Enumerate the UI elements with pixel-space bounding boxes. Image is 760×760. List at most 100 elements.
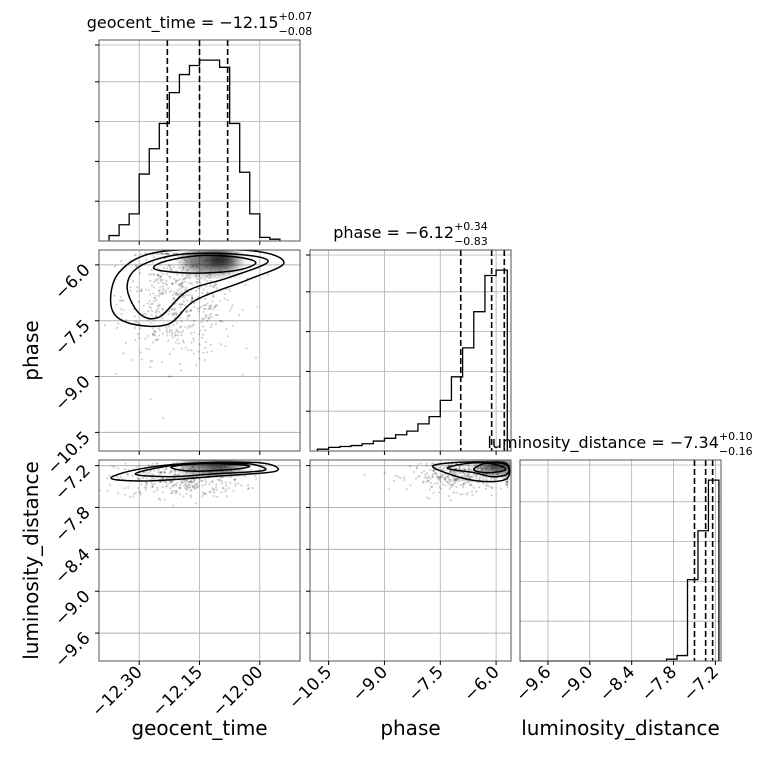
scatter-point	[443, 478, 446, 481]
scatter-point	[426, 477, 429, 480]
scatter-point	[392, 479, 395, 482]
scatter-point	[465, 475, 468, 478]
scatter-point	[460, 471, 464, 474]
scatter-point	[412, 471, 415, 474]
scatter-point	[181, 303, 184, 306]
scatter-point	[175, 330, 179, 333]
scatter-point	[146, 335, 150, 338]
scatter-point	[171, 480, 174, 484]
scatter-point	[145, 486, 148, 489]
scatter-point	[173, 312, 176, 315]
scatter-point	[433, 482, 436, 485]
scatter-point	[165, 252, 168, 255]
scatter-point	[195, 483, 199, 486]
scatter-point	[206, 351, 209, 354]
scatter-point	[167, 312, 170, 316]
scatter-point	[458, 466, 461, 469]
scatter-point	[178, 284, 181, 287]
scatter-point	[208, 490, 211, 493]
scatter-point	[211, 487, 214, 490]
scatter-point	[182, 278, 185, 281]
scatter-point	[146, 302, 149, 305]
scatter-point	[195, 275, 198, 278]
scatter-point	[472, 486, 475, 489]
scatter-point	[153, 299, 156, 303]
scatter-point	[159, 275, 162, 279]
scatter-point	[205, 280, 209, 283]
scatter-point	[190, 488, 193, 491]
scatter-point	[182, 277, 185, 281]
scatter-point	[147, 310, 150, 313]
tick-label-luminosity_distance: −8.4	[51, 545, 94, 588]
scatter-point	[203, 307, 206, 310]
scatter-point	[153, 482, 156, 485]
scatter-point	[174, 483, 177, 486]
scatter-point	[456, 478, 459, 481]
scatter-point	[185, 269, 188, 272]
scatter-point	[209, 326, 212, 329]
scatter-point	[209, 274, 212, 277]
scatter-point	[162, 290, 165, 293]
scatter-point	[449, 478, 452, 481]
scatter-point	[222, 272, 225, 275]
scatter-point	[159, 286, 162, 289]
scatter-point	[163, 471, 166, 474]
scatter-point	[201, 317, 204, 320]
tick-label-luminosity_distance: −7.8	[638, 662, 681, 705]
scatter-point	[117, 322, 120, 325]
scatter-point	[196, 482, 199, 485]
scatter-point	[191, 324, 194, 327]
scatter-point	[199, 306, 202, 309]
scatter-point	[469, 483, 472, 486]
scatter-point	[506, 485, 509, 488]
scatter-point	[475, 490, 478, 493]
scatter-point	[189, 309, 192, 312]
scatter-point	[446, 464, 449, 467]
scatter-point	[416, 462, 420, 466]
scatter-point	[229, 481, 232, 484]
title-upper-error: +0.10	[719, 430, 753, 443]
scatter-point	[153, 469, 156, 472]
scatter-point	[175, 291, 178, 294]
scatter-point	[157, 274, 160, 277]
scatter-point	[224, 490, 227, 493]
scatter-point	[244, 283, 247, 287]
scatter-point	[174, 492, 177, 495]
scatter-point	[106, 490, 109, 493]
scatter-point	[267, 273, 270, 276]
scatter-point	[185, 274, 188, 278]
scatter-point	[178, 303, 181, 306]
scatter-point	[166, 484, 169, 487]
scatter-point	[458, 493, 462, 496]
scatter-point	[444, 476, 447, 479]
scatter-point	[493, 478, 496, 481]
scatter-point	[183, 484, 186, 487]
scatter-point	[214, 486, 217, 489]
scatter-point	[181, 254, 184, 257]
scatter-point	[188, 274, 192, 277]
scatter-point	[190, 296, 194, 299]
scatter-point	[455, 491, 458, 494]
scatter-point	[147, 273, 151, 276]
scatter-point	[190, 298, 194, 302]
scatter-point	[148, 471, 151, 475]
title-phase: phase = −6.12+0.34 −0.83	[333, 220, 488, 248]
scatter-point	[167, 375, 170, 378]
scatter-point	[197, 350, 200, 353]
scatter-point	[202, 288, 205, 291]
scatter-point	[436, 482, 439, 485]
title-upper-error: +0.07	[279, 10, 313, 23]
scatter-point	[167, 339, 170, 342]
scatter-point	[234, 478, 237, 481]
scatter-point	[165, 485, 168, 488]
scatter-point	[163, 252, 166, 255]
scatter-point	[193, 478, 196, 482]
scatter-point	[158, 274, 162, 278]
scatter-point	[144, 337, 147, 340]
scatter-point	[454, 472, 457, 475]
scatter-point	[150, 464, 154, 467]
scatter-point	[230, 307, 233, 310]
scatter-point	[450, 472, 454, 475]
scatter-point	[198, 306, 201, 309]
scatter-point	[244, 475, 247, 478]
